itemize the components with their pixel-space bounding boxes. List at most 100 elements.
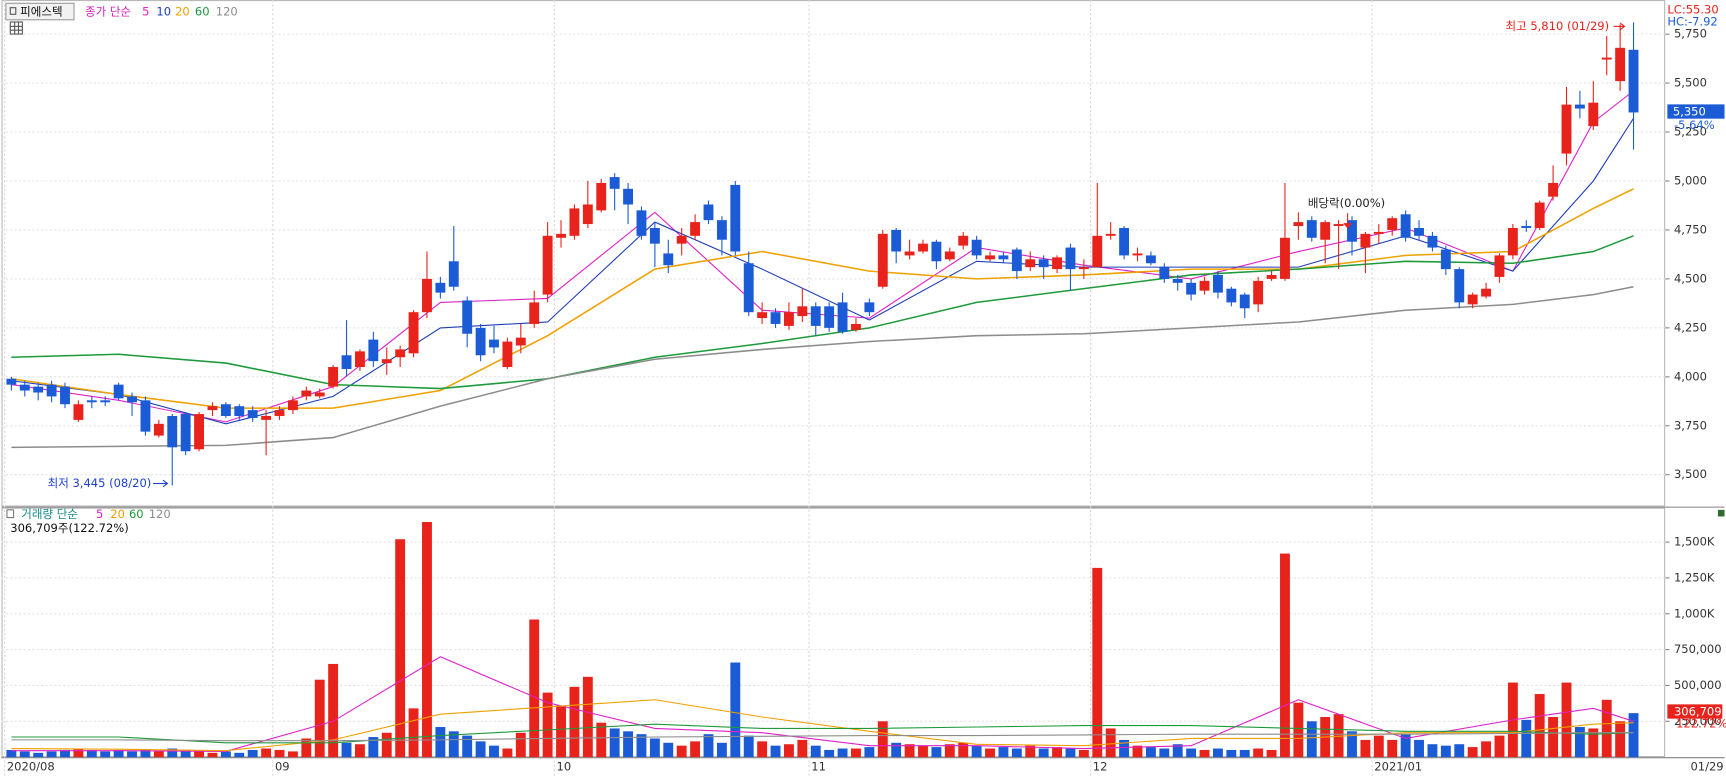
volume-bar	[207, 752, 218, 758]
low-arrow-head	[162, 479, 169, 488]
stock-name[interactable]: 피에스텍	[20, 5, 62, 19]
candle-body	[1400, 214, 1411, 238]
volume-bar	[1481, 741, 1492, 758]
candle-body	[556, 233, 566, 238]
candle-body	[1588, 102, 1599, 127]
candle-body	[623, 188, 634, 205]
candle-body	[998, 255, 1009, 260]
candle-body	[1481, 288, 1492, 297]
volume-bar	[113, 749, 124, 758]
volume-bar	[462, 735, 473, 758]
volume-bar	[1548, 716, 1559, 758]
candle-body	[851, 323, 861, 330]
volume-bar	[1038, 748, 1049, 758]
volume-bar	[86, 749, 97, 758]
candle-body	[931, 241, 942, 262]
volume-bar	[73, 748, 84, 758]
candle-body	[1628, 49, 1639, 113]
volume-bar	[783, 744, 794, 758]
candle-body	[971, 239, 982, 256]
volume-bar	[167, 748, 178, 758]
volume-bar	[1078, 749, 1089, 758]
volume-bar	[877, 721, 888, 758]
volume-bar	[1601, 699, 1612, 758]
candle-body	[1373, 231, 1384, 234]
volume-bar	[690, 741, 701, 758]
candle-body	[475, 327, 486, 356]
candle-body	[86, 400, 97, 403]
candle-body	[73, 404, 84, 420]
volume-bar	[891, 742, 902, 758]
volume-bar	[354, 744, 365, 758]
stock-button[interactable]	[5, 2, 75, 21]
candle-body	[408, 312, 419, 354]
volume-bar	[1253, 748, 1264, 758]
candle-body	[958, 235, 969, 246]
candle-body	[877, 233, 888, 287]
candle-body	[1266, 274, 1277, 279]
candle-body	[1574, 104, 1585, 109]
volume-bar	[1588, 728, 1599, 758]
candle-body	[1145, 255, 1156, 264]
moving-average-layer	[11, 90, 1634, 752]
volume-bar	[1615, 721, 1626, 758]
y-tick-label: 500,000	[1674, 678, 1722, 692]
volume-bar	[1172, 744, 1183, 758]
candle-body	[100, 400, 111, 403]
volume-bar	[6, 749, 17, 758]
legend-entry: 20	[110, 507, 125, 521]
candle-body	[194, 414, 205, 450]
volume-bar	[60, 749, 70, 758]
volume-bar	[1280, 553, 1290, 758]
volume-bar	[153, 751, 164, 758]
candle-body	[247, 410, 258, 418]
volume-bar	[1467, 747, 1478, 758]
candle-body	[1052, 257, 1063, 270]
candle-body	[783, 312, 794, 326]
volume-ratio-label: 122.72%	[1676, 717, 1726, 731]
volume-bar	[1145, 747, 1156, 758]
candle-body	[1320, 222, 1331, 240]
hc-status: HC:-7.92	[1667, 14, 1717, 28]
volume-bar	[1065, 748, 1076, 758]
candle-body	[1078, 267, 1089, 270]
volume-bar	[556, 705, 566, 758]
volume-bar	[247, 749, 258, 758]
volume-bar	[1521, 719, 1532, 758]
candle-body	[703, 204, 714, 221]
ex-dividend-label: 배당락(0.00%)	[1308, 196, 1385, 210]
candle-body	[314, 392, 325, 397]
candle-body	[368, 339, 379, 362]
volume-bar	[971, 745, 982, 758]
last-price-label: 5,350	[1673, 105, 1706, 119]
volume-bar	[609, 728, 620, 758]
volume-bar	[636, 734, 647, 758]
candle-body	[1414, 227, 1424, 236]
volume-bar	[194, 751, 205, 758]
candle-body	[207, 406, 218, 411]
volume-bar	[1427, 744, 1438, 758]
candle-body	[1092, 235, 1103, 268]
x-tick-label: 2020/08	[7, 760, 55, 774]
candle-body	[502, 341, 513, 368]
volume-bar	[743, 735, 754, 758]
volume-bar	[261, 748, 272, 758]
volume-bar	[1414, 739, 1424, 758]
volume-bar	[422, 522, 432, 758]
volume-bar	[663, 742, 674, 758]
volume-bar	[703, 734, 714, 758]
candle-body	[33, 386, 44, 393]
table-icon[interactable]	[9, 21, 23, 35]
volume-bar	[770, 745, 781, 758]
volume-bar	[1239, 749, 1250, 758]
y-tick-label: 1,500K	[1674, 535, 1715, 549]
ex-dividend-arrow-head	[1343, 223, 1352, 229]
volume-bar	[301, 738, 312, 758]
volume-bar	[100, 751, 111, 758]
volume-bar	[810, 745, 821, 758]
volume-bar	[19, 751, 30, 758]
candle-body	[19, 384, 30, 391]
y-tick-label: 5,750	[1674, 27, 1707, 41]
candle-body	[220, 404, 231, 416]
